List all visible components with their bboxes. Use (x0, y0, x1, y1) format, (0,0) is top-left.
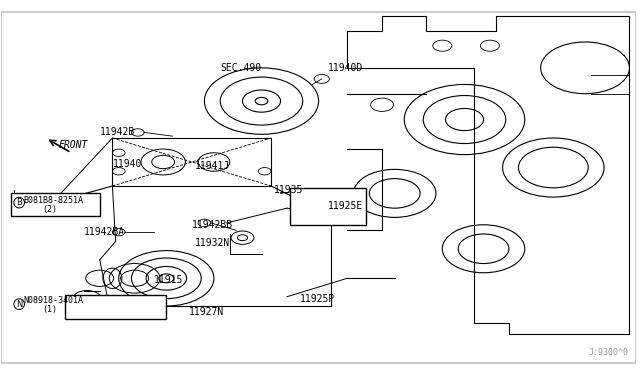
Text: 11925E: 11925E (328, 201, 364, 211)
Text: 11940: 11940 (113, 159, 142, 169)
Text: 11927N: 11927N (189, 307, 224, 317)
Text: N: N (16, 300, 22, 309)
Text: 11942BB: 11942BB (192, 220, 233, 230)
Text: 11915: 11915 (154, 275, 183, 285)
Text: 11932N: 11932N (195, 238, 230, 248)
Text: FRONT: FRONT (58, 140, 88, 150)
Text: SEC.490: SEC.490 (220, 63, 261, 73)
Text: 11942BA: 11942BA (84, 227, 125, 237)
Text: 11925P: 11925P (300, 294, 335, 304)
Text: N08918-3401A: N08918-3401A (24, 296, 84, 305)
Bar (11, 193, 100, 215)
Text: 11935: 11935 (274, 185, 303, 195)
Text: 11940D: 11940D (328, 63, 364, 73)
Bar (290, 188, 366, 225)
Text: B: B (16, 198, 22, 207)
Text: J:9300^0: J:9300^0 (588, 348, 628, 357)
Bar (113, 138, 271, 186)
Text: (2): (2) (43, 205, 58, 215)
Bar (65, 295, 166, 319)
Text: (1): (1) (43, 305, 58, 314)
Text: B081B8-8251A: B081B8-8251A (24, 196, 84, 205)
Text: 11942B: 11942B (100, 128, 135, 138)
Text: 11941J: 11941J (195, 161, 230, 171)
